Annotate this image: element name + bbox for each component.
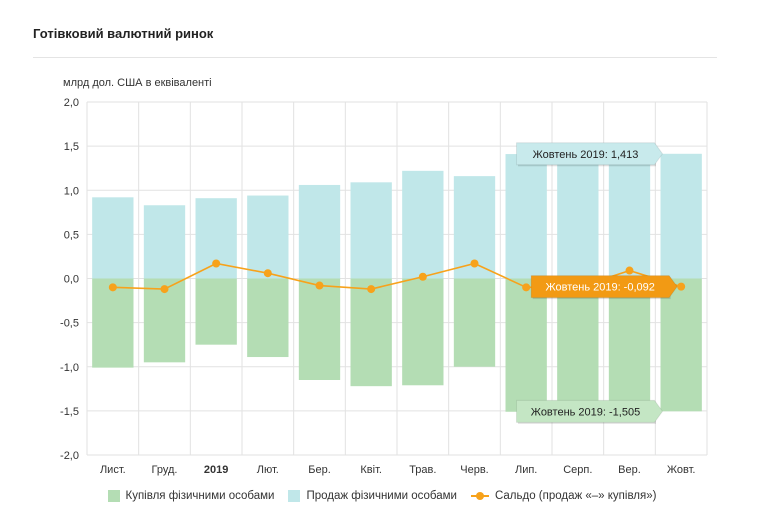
bar-buy <box>453 278 496 367</box>
title-divider <box>33 57 717 58</box>
balance-point <box>418 272 427 281</box>
x-tick-label: 2019 <box>204 464 228 476</box>
y-tick-label: -2,0 <box>60 450 79 462</box>
y-tick-label: 2,0 <box>64 97 79 109</box>
balance-point <box>677 282 686 291</box>
tooltip-buy-box <box>516 399 664 423</box>
x-tick-label: Вер. <box>618 464 641 476</box>
legend-swatch-buy <box>107 490 120 502</box>
bar-buy <box>557 278 599 413</box>
x-tick-label: Лют. <box>257 464 279 476</box>
tooltip-balance-box <box>530 275 678 299</box>
chart-canvas: 2,0 1,5 1,0 0,5 0,0 -0,5 -1,0 -1,5 -2,0 Лист. Груд… <box>60 97 708 476</box>
balance-point <box>522 283 531 292</box>
bar-buy <box>195 278 237 345</box>
balance-point <box>367 285 376 294</box>
balance-point <box>212 259 221 268</box>
bar-buy <box>660 278 702 412</box>
tooltip-balance-text: Жовтень 2019: -0,092 <box>545 282 654 294</box>
bar-sell <box>143 205 186 279</box>
x-tick-label: Лист. <box>100 464 126 476</box>
bar-sell <box>247 195 289 279</box>
legend-item-buy[interactable]: Купівля фізичними особами <box>107 490 275 502</box>
x-tick-label: Жовт. <box>667 464 696 476</box>
x-tick-label: Трав. <box>409 464 436 476</box>
bar-sell <box>608 144 651 279</box>
x-tick-label: Серп. <box>563 464 592 476</box>
tooltip-layer: Жовтень 2019: 1,413 Жовтень 2019: -0,092 Ж… <box>516 142 678 424</box>
x-tick-label: Груд. <box>152 464 178 476</box>
tooltip-balance: Жовтень 2019: -0,092 <box>530 275 678 300</box>
balance-point <box>263 269 272 278</box>
y-axis-unit-label: млрд дол. США в еквіваленті <box>63 77 212 89</box>
bar-buy <box>247 278 289 358</box>
balance-point <box>625 266 634 275</box>
y-tick-label: -1,5 <box>60 406 79 418</box>
y-tick-label: 0,0 <box>64 274 79 286</box>
legend-label-sell: Продаж фізичними особами <box>306 490 457 502</box>
balance-point <box>108 283 117 292</box>
y-tick-label: 0,5 <box>64 229 79 241</box>
bar-sell <box>557 154 599 279</box>
tooltip-sell-text: Жовтень 2019: 1,413 <box>533 149 639 161</box>
bar-sell <box>298 184 341 279</box>
legend-swatch-sell <box>288 490 301 502</box>
chart-title: Готівковий валютний ринок <box>33 26 214 41</box>
tooltip-buy-text: Жовтень 2019: -1,505 <box>531 406 640 418</box>
axis-layer: 2,0 1,5 1,0 0,5 0,0 -0,5 -1,0 -1,5 -2,0 Лист. Груд… <box>60 97 695 476</box>
balance-point <box>315 281 324 290</box>
legend-item-sell[interactable]: Продаж фізичними особами <box>288 490 457 502</box>
legend: Купівля фізичними особами Продаж фізични… <box>0 490 764 502</box>
bar-buy <box>350 278 392 387</box>
bar-sell <box>505 154 547 279</box>
y-tick-label: 1,0 <box>64 185 79 197</box>
x-tick-label: Черв. <box>460 464 488 476</box>
bar-buy <box>298 278 341 380</box>
balance-point <box>160 285 169 294</box>
tooltip-buy: Жовтень 2019: -1,505 <box>516 399 664 424</box>
bars-layer <box>92 144 702 413</box>
y-tick-label: -1,0 <box>60 362 79 374</box>
bar-sell <box>402 170 444 279</box>
legend-swatch-balance <box>470 490 489 502</box>
x-tick-label: Лип. <box>515 464 537 476</box>
tooltip-sell: Жовтень 2019: 1,413 <box>516 142 664 167</box>
tooltip-sell-box <box>516 142 664 166</box>
bar-sell <box>350 182 392 279</box>
bar-buy <box>608 278 651 404</box>
balance-point <box>470 259 479 268</box>
y-tick-label: 1,5 <box>64 141 79 153</box>
bar-sell <box>92 197 134 279</box>
bar-buy <box>505 278 547 412</box>
legend-item-balance[interactable]: Сальдо (продаж «–» купівля») <box>470 490 657 502</box>
legend-label-buy: Купівля фізичними особами <box>125 490 275 502</box>
x-tick-label: Бер. <box>308 464 331 476</box>
legend-label-balance: Сальдо (продаж «–» купівля») <box>494 490 657 502</box>
y-tick-label: -0,5 <box>60 318 79 330</box>
bar-buy <box>402 278 444 386</box>
x-tick-label: Квіт. <box>360 464 382 476</box>
bar-buy <box>92 278 134 368</box>
bar-sell <box>660 153 702 279</box>
